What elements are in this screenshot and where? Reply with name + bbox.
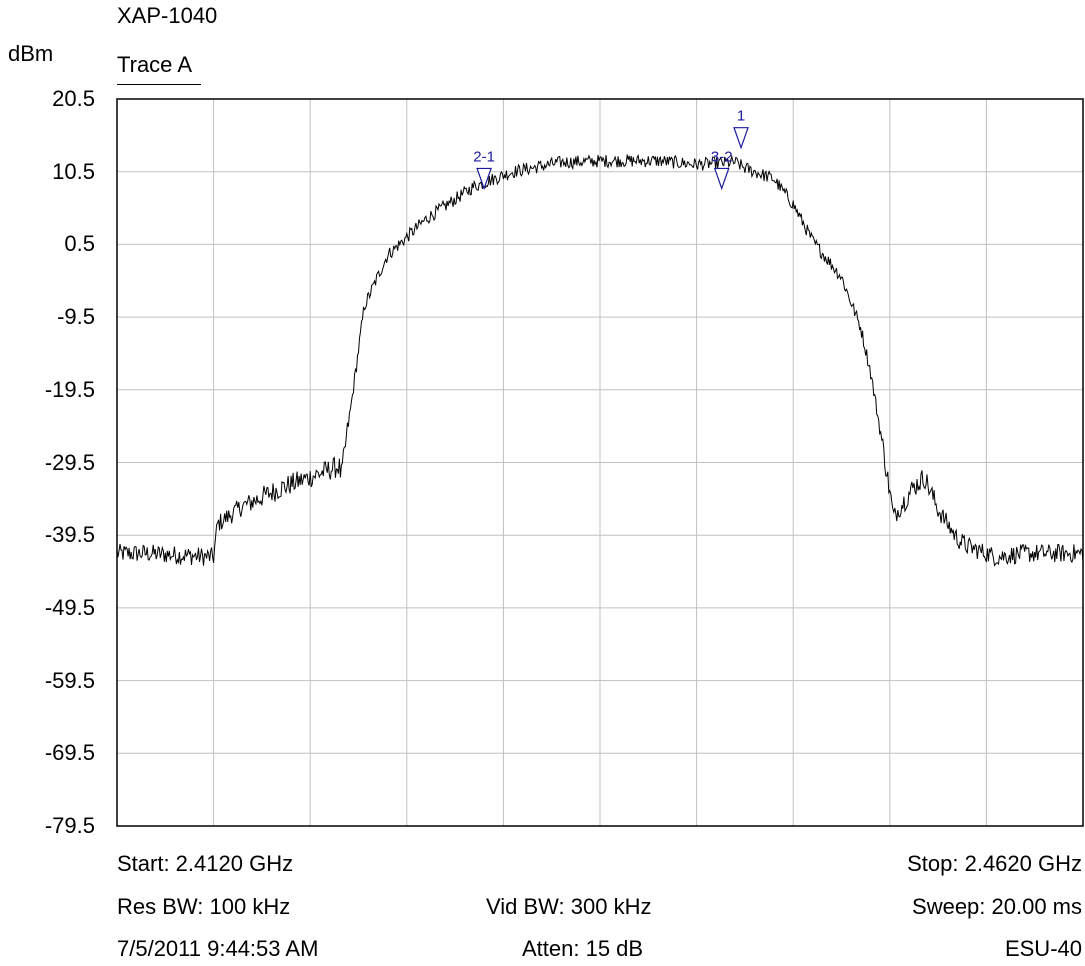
trace-underline <box>117 84 201 85</box>
marker-triangle <box>733 127 749 150</box>
y-tick-label: 10.5 <box>52 158 95 184</box>
trace-label: Trace A <box>117 52 192 77</box>
stop-frequency: Stop: 2.4620 GHz <box>907 851 1082 876</box>
video-bandwidth: Vid BW: 300 kHz <box>486 894 652 919</box>
y-tick-label: -9.5 <box>57 304 95 330</box>
y-tick-label: -39.5 <box>44 522 95 548</box>
unit-label: dBm <box>8 41 54 66</box>
instrument-name: ESU-40 <box>1004 936 1082 961</box>
y-tick-label: 20.5 <box>52 86 95 111</box>
start-frequency: Start: 2.4120 GHz <box>117 851 294 876</box>
device-title: XAP-1040 <box>117 3 218 28</box>
attenuation: Atten: 15 dB <box>522 936 644 961</box>
trace-a-line <box>116 153 1084 567</box>
timestamp: 7/5/2011 9:44:53 AM <box>117 936 319 961</box>
y-tick-label: -19.5 <box>44 376 95 402</box>
y-tick-label: -79.5 <box>44 813 95 838</box>
marker-triangle <box>713 167 730 191</box>
marker-label: 1 <box>737 108 745 125</box>
resolution-bandwidth: Res BW: 100 kHz <box>117 894 291 919</box>
y-tick-label: -49.5 <box>44 594 95 620</box>
marker-label: 3-2 <box>711 148 733 165</box>
y-tick-label: 0.5 <box>64 231 95 257</box>
sweep-time: Sweep: 20.00 ms <box>912 894 1082 919</box>
plot-frame <box>116 98 1084 827</box>
marker-label: 2-1 <box>473 148 495 165</box>
y-tick-label: -69.5 <box>44 740 95 766</box>
marker-triangle <box>476 167 492 191</box>
y-tick-label: -29.5 <box>44 449 95 475</box>
y-tick-label: -59.5 <box>44 667 95 693</box>
